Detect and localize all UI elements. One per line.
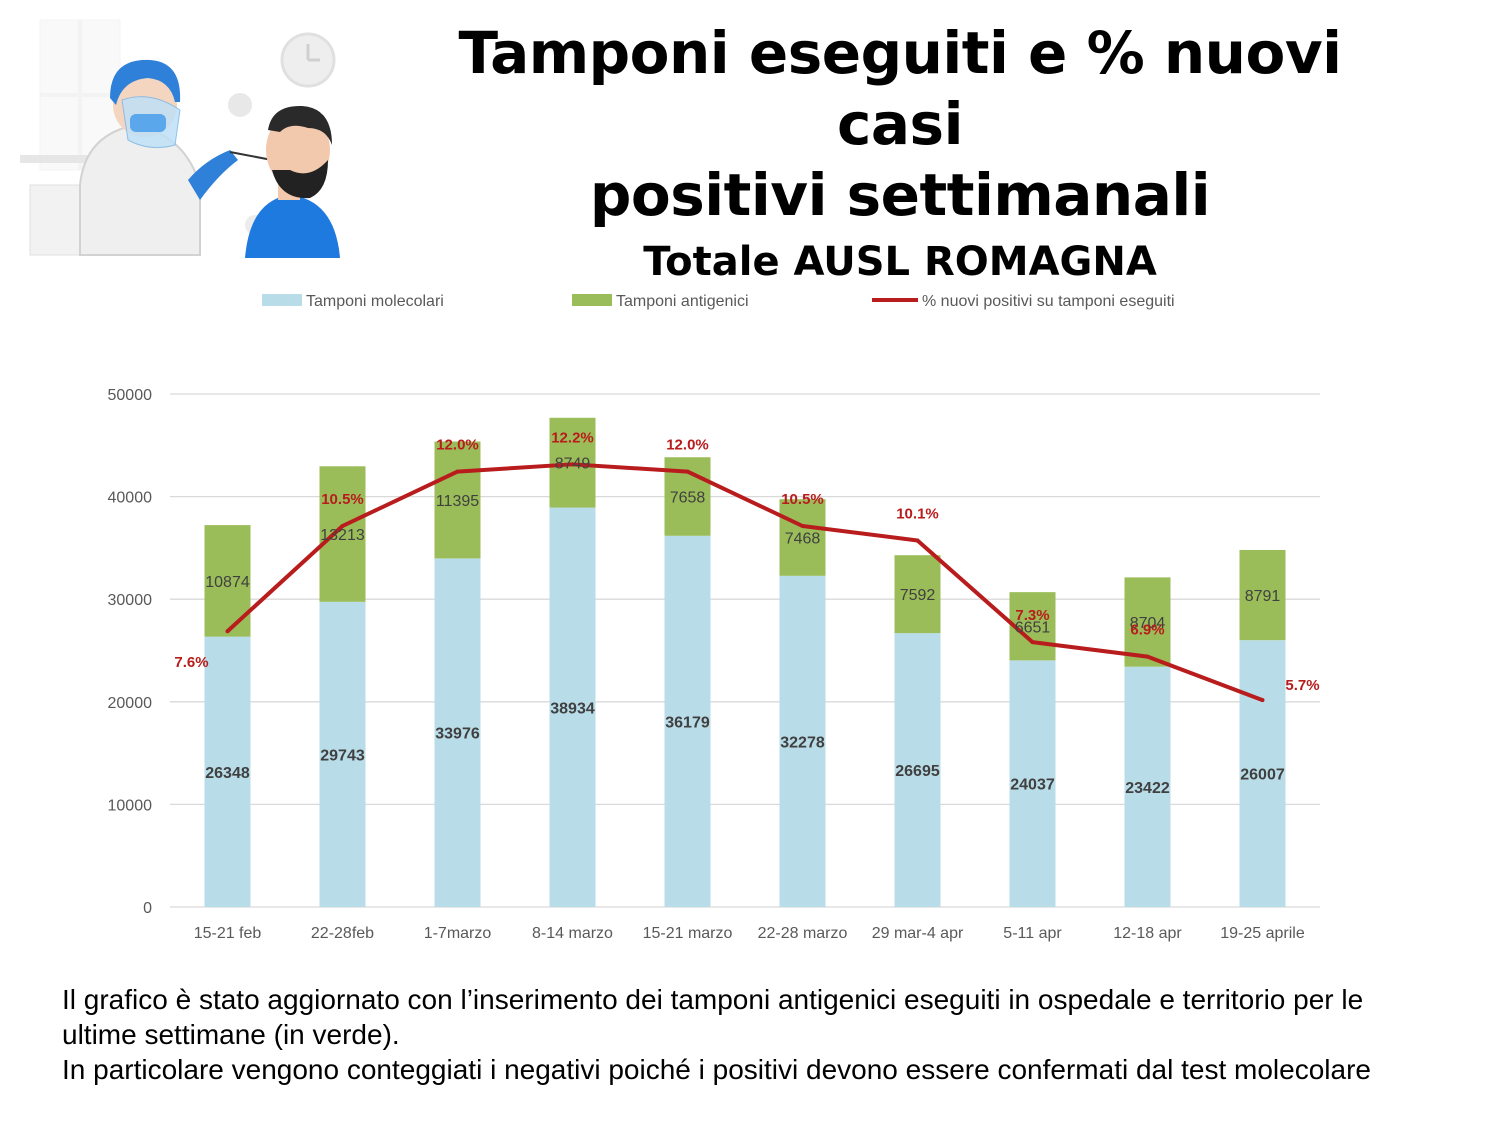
- data-label-percentage: 12.0%: [436, 437, 479, 454]
- bar-molecolari: [1239, 640, 1286, 907]
- percentage-point: [1260, 698, 1265, 703]
- percentage-point: [1030, 640, 1035, 645]
- x-tick-label: 22-28 marzo: [758, 925, 848, 942]
- bar-molecolari: [1124, 666, 1171, 907]
- data-label-antigenici: 8791: [1245, 588, 1281, 605]
- bar-antigenici: [1124, 577, 1171, 667]
- percentage-point: [800, 524, 805, 528]
- x-axis: 15-21 feb 22-28feb 1-7marzo 8-14 marzo 15-21…: [194, 925, 1305, 942]
- bar-molecolari: [664, 535, 711, 907]
- percentage-point: [685, 469, 690, 474]
- chart-caption: Il grafico è stato aggiornato con l’inse…: [62, 982, 1482, 1087]
- data-label-antigenici: 8749: [555, 456, 591, 473]
- bar-antigenici: [894, 555, 941, 634]
- data-label-molecolari: 26695: [895, 763, 940, 780]
- percentage-line: [226, 462, 1264, 703]
- data-label-percentage: 7.3%: [1015, 607, 1049, 624]
- data-label-antigenici: 10874: [205, 574, 250, 591]
- data-label-antigenici: 7592: [900, 587, 936, 604]
- x-tick-label: 1-7marzo: [424, 925, 492, 942]
- data-label-percentage: 10.1%: [896, 506, 939, 523]
- swab-test-illustration: [20, 19, 340, 258]
- caption-line-2: ultime settimane (in verde).: [62, 1019, 400, 1050]
- data-label-antigenici: 13213: [320, 527, 365, 544]
- chart-legend: Tamponi molecolari Tamponi antigenici % nu…: [262, 293, 1175, 310]
- data-label-percentage: 7.6%: [174, 654, 208, 671]
- bar-molecolari: [779, 575, 826, 907]
- percentage-point: [225, 629, 230, 634]
- health-worker-icon: [79, 59, 273, 256]
- percentage-point: [340, 524, 345, 528]
- chart-data-labels: 26348 10874 29743 13213 33976 11395 38934 8749 3…: [174, 429, 1319, 797]
- bar-antigenici: [779, 499, 826, 576]
- percentage-point: [915, 538, 920, 543]
- bar-molecolari: [204, 636, 251, 907]
- legend-swatch-molecolari: [262, 294, 302, 306]
- y-axis: 0 10000 20000 30000 40000 50000: [108, 387, 153, 917]
- patient-icon: [245, 105, 340, 258]
- title-line-1: Tamponi eseguiti e % nuovi casi: [458, 19, 1342, 158]
- x-tick-label: 15-21 feb: [194, 925, 262, 942]
- bar-molecolari: [434, 558, 481, 907]
- data-label-antigenici: 7468: [785, 531, 821, 548]
- x-tick-label: 22-28feb: [311, 925, 374, 942]
- y-tick-label: 40000: [108, 490, 153, 507]
- data-label-percentage: 5.7%: [1285, 677, 1319, 694]
- bar-molecolari: [894, 633, 941, 907]
- page-title: Tamponi eseguiti e % nuovi casi positivi…: [400, 18, 1400, 287]
- data-label-molecolari: 33976: [435, 726, 480, 743]
- legend-label: Tamponi antigenici: [616, 293, 749, 310]
- x-tick-label: 12-18 apr: [1113, 925, 1182, 942]
- data-label-molecolari: 23422: [1125, 780, 1170, 797]
- data-label-percentage: 6.9%: [1130, 622, 1164, 639]
- bar-antigenici: [1239, 549, 1286, 641]
- data-label-molecolari: 29743: [320, 747, 365, 764]
- x-tick-label: 15-21 marzo: [643, 925, 733, 942]
- subtitle: Totale AUSL ROMAGNA: [643, 239, 1157, 286]
- data-label-antigenici: 11395: [436, 493, 479, 510]
- bar-antigenici: [319, 466, 366, 602]
- virus-icon: [228, 93, 252, 117]
- y-tick-label: 20000: [108, 695, 153, 712]
- percentage-point: [455, 469, 460, 474]
- data-label-molecolari: 38934: [550, 700, 595, 717]
- bar-molecolari: [549, 507, 596, 907]
- data-label-antigenici: 8704: [1130, 615, 1166, 632]
- data-label-percentage: 10.5%: [781, 491, 824, 508]
- x-tick-label: 29 mar-4 apr: [872, 925, 964, 942]
- data-label-percentage: 10.5%: [321, 491, 364, 508]
- data-label-antigenici: 7658: [670, 490, 706, 507]
- x-tick-label: 19-25 aprile: [1220, 925, 1305, 942]
- data-label-molecolari: 26007: [1240, 767, 1285, 784]
- y-tick-label: 0: [143, 900, 152, 917]
- title-line-2: positivi settimanali: [589, 160, 1211, 229]
- percentage-point: [1145, 654, 1150, 659]
- percentage-point: [570, 462, 575, 467]
- window-icon: [39, 19, 121, 171]
- data-label-antigenici: 6651: [1015, 619, 1051, 636]
- bar-molecolari: [319, 601, 366, 907]
- caption-line-1: Il grafico è stato aggiornato con l’inse…: [62, 984, 1364, 1015]
- legend-label: Tamponi molecolari: [306, 293, 444, 310]
- data-label-percentage: 12.0%: [666, 437, 709, 454]
- stacked-bar-line-chart: Tamponi molecolari Tamponi antigenici % nu…: [108, 293, 1320, 942]
- data-label-molecolari: 26348: [205, 765, 250, 782]
- data-label-molecolari: 32278: [780, 734, 825, 751]
- data-label-molecolari: 36179: [665, 714, 710, 731]
- caption-line-3: In particolare vengono conteggiati i neg…: [62, 1054, 1371, 1085]
- bar-molecolari: [1009, 660, 1056, 907]
- y-tick-label: 50000: [108, 387, 153, 404]
- legend-swatch-antigenici: [572, 294, 612, 306]
- y-tick-label: 10000: [108, 797, 153, 814]
- data-label-molecolari: 24037: [1010, 777, 1055, 794]
- legend-label: % nuovi positivi su tamponi eseguiti: [922, 293, 1175, 310]
- chart-bars: [204, 417, 1286, 907]
- x-tick-label: 5-11 apr: [1003, 925, 1062, 942]
- bar-antigenici: [434, 441, 481, 559]
- data-label-percentage: 12.2%: [551, 429, 594, 446]
- y-tick-label: 30000: [108, 592, 153, 609]
- x-tick-label: 8-14 marzo: [532, 925, 613, 942]
- percentage-line-series: [225, 462, 1265, 703]
